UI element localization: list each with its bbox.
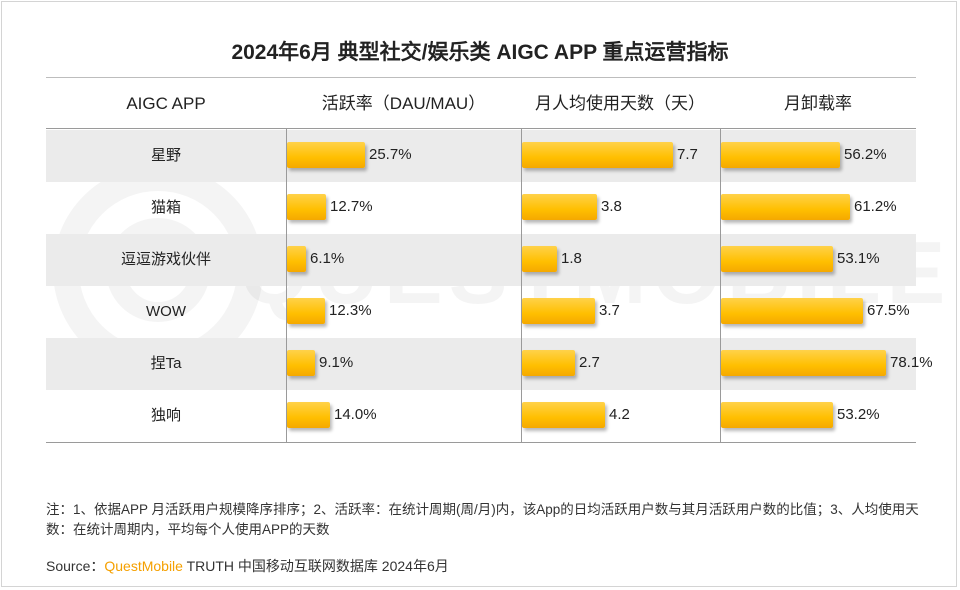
- header-usage-days: 月人均使用天数（天）: [535, 94, 705, 113]
- data-label: 2.7: [579, 354, 600, 371]
- data-label: 53.1%: [837, 250, 880, 267]
- source-prefix: Source：: [46, 558, 105, 574]
- header-app: AIGC APP: [126, 94, 206, 113]
- source-brand: QuestMobile: [104, 558, 183, 574]
- bar: [522, 350, 575, 376]
- data-label: 67.5%: [867, 302, 910, 319]
- data-label: 78.1%: [890, 354, 933, 371]
- source-rest: TRUTH 中国移动互联网数据库 2024年6月: [182, 558, 449, 574]
- data-label: 12.7%: [330, 198, 373, 215]
- header-rule: [46, 128, 916, 129]
- bar: [287, 142, 365, 168]
- footnotes: 注：1、依据APP 月活跃用户规模降序排序；2、活跃率：在统计周期(周/月)内，…: [46, 502, 919, 537]
- data-label: 25.7%: [369, 146, 412, 163]
- data-label: 9.1%: [319, 354, 354, 371]
- data-label: 56.2%: [844, 146, 887, 163]
- column-divider: [521, 129, 522, 442]
- top-rule: [46, 77, 916, 78]
- column-divider: [286, 129, 287, 442]
- app-name: WOW: [146, 303, 186, 320]
- bar: [287, 298, 325, 324]
- app-name: 星野: [150, 147, 181, 164]
- column-divider: [720, 129, 721, 442]
- data-label: 6.1%: [310, 250, 345, 267]
- bar: [721, 350, 886, 376]
- data-label: 3.8: [601, 198, 622, 215]
- data-label: 61.2%: [854, 198, 897, 215]
- header-active-rate: 活跃率（DAU/MAU）: [321, 94, 486, 113]
- bar: [287, 402, 330, 428]
- app-name: 逗逗游戏伙伴: [120, 251, 211, 268]
- data-label: 12.3%: [329, 302, 372, 319]
- app-name: 独响: [150, 407, 181, 424]
- bar: [522, 246, 557, 272]
- source-line: Source：QuestMobile TRUTH 中国移动互联网数据库 2024…: [46, 556, 449, 576]
- bar: [522, 402, 605, 428]
- data-label: 14.0%: [334, 406, 377, 423]
- data-label: 7.7: [677, 146, 698, 163]
- data-label: 1.8: [561, 250, 582, 267]
- app-name: 捏Ta: [150, 355, 182, 372]
- bar: [721, 142, 840, 168]
- bar: [522, 194, 597, 220]
- bar: [721, 298, 863, 324]
- bar: [522, 298, 595, 324]
- bottom-rule: [46, 442, 916, 443]
- bar: [287, 350, 315, 376]
- bar: [721, 194, 850, 220]
- data-label: 3.7: [599, 302, 620, 319]
- bar: [721, 246, 833, 272]
- bar: [522, 142, 673, 168]
- bar: [721, 402, 833, 428]
- bar: [287, 194, 326, 220]
- app-name: 猫箱: [150, 199, 181, 216]
- data-label: 4.2: [609, 406, 630, 423]
- bar: [287, 246, 306, 272]
- chart-title: 2024年6月 典型社交/娱乐类 AIGC APP 重点运营指标: [231, 41, 729, 64]
- header-uninstall-rate: 月卸载率: [784, 94, 852, 113]
- data-label: 53.2%: [837, 406, 880, 423]
